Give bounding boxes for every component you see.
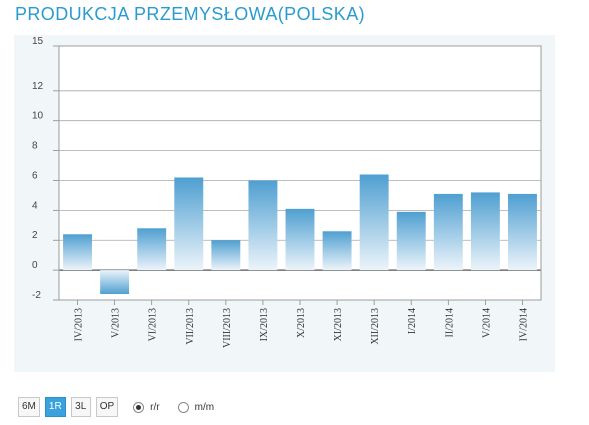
bar xyxy=(396,211,426,271)
chart-panel: 15 12 10 8 6 4 2 0 -2 IV/2013 V/2013 VI/2013 VII/20… xyxy=(14,35,555,372)
y-tick-label: -2 xyxy=(32,290,41,301)
range-button-op[interactable]: OP xyxy=(95,397,119,417)
x-tick-label: VIII/2013 xyxy=(222,308,233,348)
x-tick-label: XI/2013 xyxy=(333,308,344,341)
y-tick-label: 8 xyxy=(32,141,38,152)
y-tick-label: 6 xyxy=(32,170,38,181)
y-tick-label: 15 xyxy=(32,36,44,47)
radio-rr[interactable] xyxy=(133,401,145,413)
bar xyxy=(359,174,389,271)
bar xyxy=(285,208,315,271)
y-axis: 15 12 10 8 6 4 2 0 -2 xyxy=(32,36,59,301)
y-tick-label: 0 xyxy=(32,260,38,271)
bar xyxy=(470,192,500,271)
bar xyxy=(137,228,167,271)
x-tick-label: V/2013 xyxy=(111,308,122,338)
x-tick-label: VI/2013 xyxy=(148,308,159,341)
radio-option-mm[interactable]: m/m xyxy=(177,401,215,413)
bar xyxy=(322,231,352,271)
x-axis: IV/2013 V/2013 VI/2013 VII/2013 VIII/2013 IX/… xyxy=(74,300,529,348)
plot-border xyxy=(58,45,542,301)
bars xyxy=(63,174,537,295)
bar xyxy=(508,193,537,271)
x-tick-label: I/2014 xyxy=(407,308,418,334)
radio-label-mm: m/m xyxy=(194,401,215,413)
x-tick-label: V/2014 xyxy=(481,308,492,338)
radio-option-rr[interactable]: r/r xyxy=(133,401,160,413)
range-button-1r[interactable]: 1R xyxy=(44,397,66,417)
bar xyxy=(174,177,204,271)
x-tick-label: XII/2013 xyxy=(370,308,381,345)
page-title: PRODUKCJA PRZEMYSŁOWA(POLSKA) xyxy=(15,4,365,24)
range-button-3l[interactable]: 3L xyxy=(70,397,91,417)
chart-controls: 6M 1R 3L OP r/r m/m xyxy=(18,396,232,418)
bar-chart: 15 12 10 8 6 4 2 0 -2 IV/2013 V/2013 VI/2013 VII/20… xyxy=(14,35,555,372)
bar xyxy=(100,270,130,295)
radio-label-rr: r/r xyxy=(150,401,160,413)
x-tick-label: IX/2013 xyxy=(259,308,270,341)
mode-radio-group: r/r m/m xyxy=(133,401,232,413)
bar xyxy=(433,193,463,271)
x-tick-label: X/2013 xyxy=(296,308,307,338)
bar xyxy=(63,234,92,271)
range-button-6m[interactable]: 6M xyxy=(18,397,40,417)
y-tick-label: 4 xyxy=(32,200,38,211)
y-tick-label: 10 xyxy=(32,111,44,122)
bar xyxy=(211,240,241,271)
radio-mm[interactable] xyxy=(177,401,189,413)
x-tick-label: VII/2013 xyxy=(185,308,196,345)
bar xyxy=(248,180,278,271)
x-tick-label: IV/2013 xyxy=(74,308,85,341)
x-tick-label: IV/2014 xyxy=(518,308,529,341)
y-tick-label: 2 xyxy=(32,230,38,241)
y-tick-label: 12 xyxy=(32,81,44,92)
x-tick-label: II/2014 xyxy=(444,308,455,337)
